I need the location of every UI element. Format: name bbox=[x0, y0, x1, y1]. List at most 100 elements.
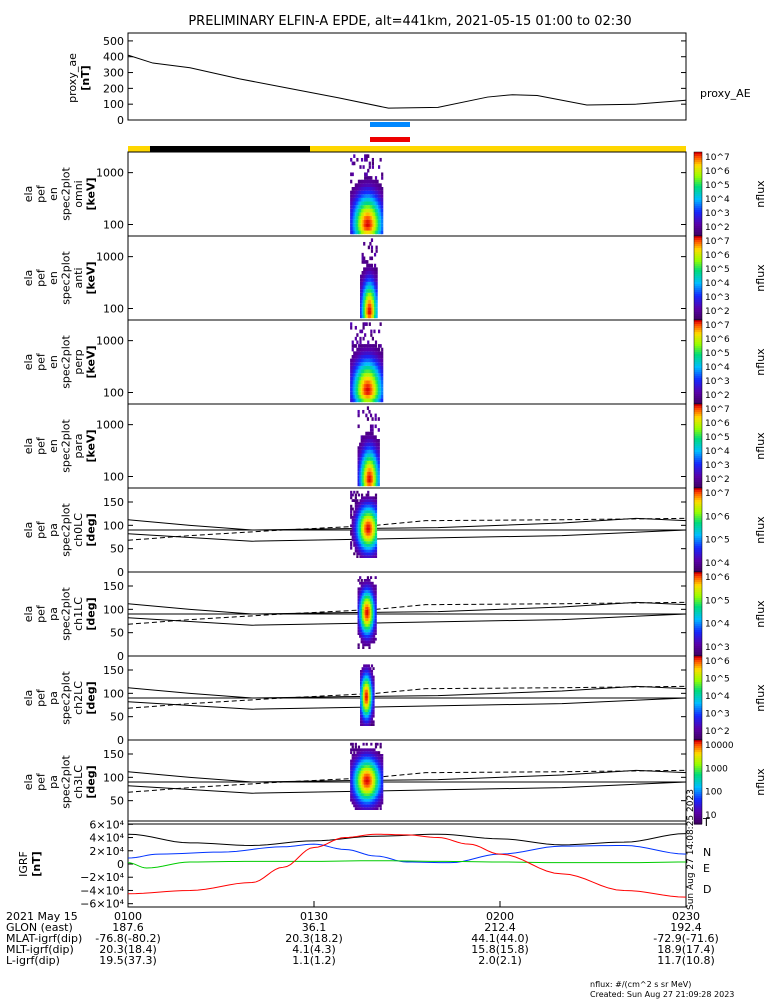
spectrogram-cell bbox=[360, 464, 363, 469]
spectrogram-cell bbox=[362, 194, 365, 198]
colorbar-cell bbox=[694, 348, 702, 351]
spectrogram-cell bbox=[373, 201, 376, 206]
spectrogram-cell bbox=[371, 165, 374, 169]
spectrogram-cell bbox=[362, 584, 365, 588]
spectrogram-cell bbox=[368, 607, 371, 610]
spectrogram-cell bbox=[376, 471, 379, 476]
spectrogram-cell bbox=[357, 782, 361, 785]
colorbar-cell bbox=[694, 620, 702, 623]
panel-ylabel: pef bbox=[35, 268, 48, 287]
spectrogram-cell bbox=[365, 157, 368, 162]
colorbar-cell bbox=[694, 378, 702, 381]
spectrogram-cell bbox=[357, 380, 361, 385]
spectrogram-cell bbox=[363, 581, 366, 585]
spectrogram-cell bbox=[351, 798, 354, 802]
spectrogram-cell bbox=[369, 698, 372, 701]
colorbar-cell bbox=[694, 218, 702, 221]
spectrogram-cell bbox=[363, 464, 366, 469]
spectrogram-cell bbox=[371, 623, 374, 627]
spectrogram-cell bbox=[376, 759, 379, 763]
spectrogram-cell bbox=[372, 678, 375, 682]
spectrogram-cell bbox=[360, 629, 363, 633]
spectrogram-cell bbox=[374, 340, 378, 345]
spectrogram-cell bbox=[363, 672, 366, 676]
spectrogram-cell bbox=[381, 351, 384, 356]
spectrogram-cell bbox=[360, 310, 363, 315]
spectrogram-cell bbox=[365, 784, 368, 788]
xaxis-row-value: 187.6 bbox=[112, 921, 144, 934]
spectrogram-cell bbox=[370, 546, 373, 550]
spectrogram-cell bbox=[353, 518, 356, 522]
colorbar-cell bbox=[694, 322, 702, 325]
colorbar-cell bbox=[694, 156, 702, 159]
spectrogram-cell bbox=[357, 629, 360, 633]
spectrogram-cell bbox=[364, 527, 367, 530]
spectrogram-cell bbox=[365, 618, 368, 621]
anti-loss-cone-curve bbox=[127, 781, 687, 794]
spectrogram-cell bbox=[360, 394, 364, 399]
colorbar-cell bbox=[694, 494, 702, 497]
spectrogram-cell bbox=[371, 201, 374, 206]
spectrogram-cell bbox=[351, 197, 354, 202]
spectrogram-cell bbox=[376, 376, 379, 381]
colorbar-cell bbox=[694, 280, 702, 283]
spectrogram-cell bbox=[364, 344, 367, 348]
colorbar-cell bbox=[694, 704, 702, 707]
colorbar-tick-label: 10^4 bbox=[705, 195, 730, 205]
spectrogram-cell bbox=[360, 756, 364, 760]
spectrogram-cell bbox=[365, 598, 368, 602]
spectrogram-cell bbox=[373, 541, 376, 544]
spectrogram-cell bbox=[368, 471, 371, 476]
spectrogram-cell bbox=[354, 325, 357, 330]
spectrogram-cell bbox=[376, 355, 379, 359]
panel-frame bbox=[127, 739, 687, 825]
spectrogram-cell bbox=[357, 201, 361, 206]
colorbar-cell bbox=[694, 490, 702, 493]
spectrogram-cell bbox=[374, 555, 378, 558]
spectrogram-cell bbox=[350, 398, 353, 403]
spectrogram-cell bbox=[381, 347, 384, 352]
spectrogram-cell bbox=[359, 593, 362, 596]
spectrogram-cell bbox=[363, 635, 366, 638]
spectrogram-cell bbox=[376, 790, 379, 794]
colorbar-cell bbox=[694, 266, 702, 269]
spectrogram-cell bbox=[372, 698, 375, 701]
spectrogram-cell bbox=[362, 212, 365, 217]
spectrogram-cell bbox=[364, 712, 367, 715]
spectrogram-cell bbox=[374, 391, 378, 395]
colorbar-cell bbox=[694, 696, 702, 699]
spectrogram-cell bbox=[362, 595, 365, 599]
colorbar-cell bbox=[694, 668, 702, 671]
colorbar-cell bbox=[694, 526, 702, 529]
igrf-ytick-label: 0 bbox=[117, 858, 124, 871]
spectrogram-cell bbox=[368, 751, 371, 754]
spectrogram-cell bbox=[370, 300, 374, 304]
spectrogram-cell bbox=[373, 376, 376, 381]
spectrogram-cell bbox=[373, 453, 376, 458]
colorbar-cell bbox=[694, 630, 702, 633]
spectrogram-cell bbox=[364, 369, 367, 374]
spectrogram-cell bbox=[357, 212, 361, 217]
spectrogram-cell bbox=[370, 387, 373, 392]
spectrogram-cell bbox=[357, 530, 361, 533]
spectrogram-cell bbox=[360, 762, 364, 766]
spectrogram-cell bbox=[360, 478, 363, 483]
spectrogram-cell bbox=[373, 535, 376, 539]
spectrogram-cell bbox=[367, 504, 370, 508]
spectrogram-cell bbox=[360, 787, 364, 791]
spectrogram-cell bbox=[353, 355, 356, 359]
spectrogram-cell bbox=[362, 394, 365, 399]
spectrogram-cell bbox=[362, 552, 365, 556]
spectrogram-cell bbox=[364, 779, 367, 782]
spectrogram-cell bbox=[367, 292, 370, 297]
spectrogram-cell bbox=[371, 532, 374, 536]
panel-ylabel: en bbox=[47, 271, 60, 285]
spectrogram-cell bbox=[359, 541, 362, 544]
spectrogram-cell bbox=[366, 468, 370, 472]
spectrogram-cell bbox=[378, 358, 381, 363]
spectrogram-cell bbox=[360, 686, 363, 690]
spectrogram-cell bbox=[359, 197, 362, 202]
spectrogram-cell bbox=[374, 618, 377, 621]
spectrogram-cell bbox=[364, 380, 367, 385]
spectrogram-cell bbox=[367, 748, 370, 752]
